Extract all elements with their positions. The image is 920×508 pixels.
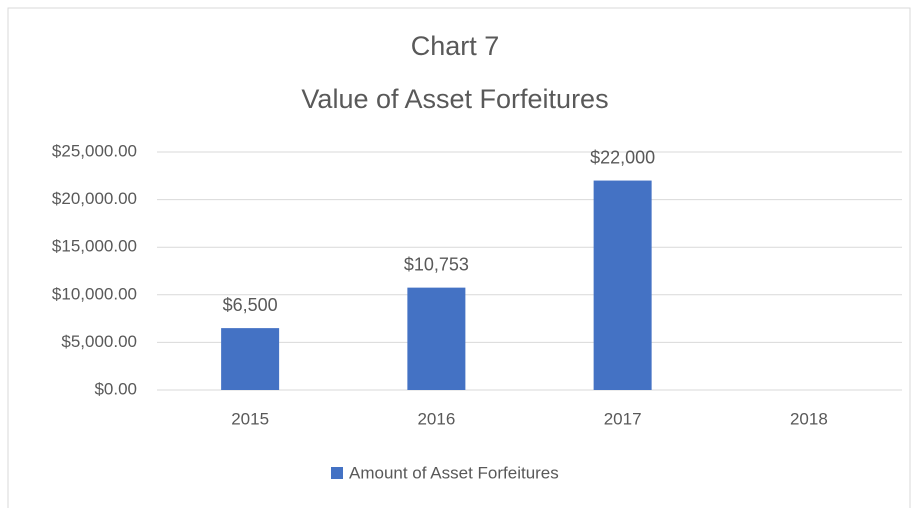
bar — [407, 287, 466, 390]
legend-label: Amount of Asset Forfeitures — [349, 463, 559, 482]
data-label: $22,000 — [590, 147, 655, 167]
data-label: $10,753 — [404, 254, 469, 274]
y-tick-label: $5,000.00 — [61, 332, 137, 351]
chart-title: Value of Asset Forfeitures — [301, 84, 608, 114]
chart-title: Chart 7 — [411, 31, 500, 61]
bar — [221, 328, 280, 390]
x-tick-label: 2018 — [790, 409, 828, 428]
x-tick-label: 2017 — [604, 409, 642, 428]
y-tick-label: $15,000.00 — [52, 237, 137, 256]
y-tick-label: $25,000.00 — [52, 141, 137, 160]
bar — [593, 180, 652, 390]
x-tick-label: 2015 — [231, 409, 269, 428]
x-tick-label: 2016 — [417, 409, 455, 428]
y-tick-label: $20,000.00 — [52, 189, 137, 208]
y-tick-label: $0.00 — [94, 379, 137, 398]
legend-swatch — [331, 467, 343, 479]
chart-border — [7, 7, 911, 508]
data-label: $6,500 — [223, 295, 278, 315]
y-tick-label: $10,000.00 — [52, 284, 137, 303]
